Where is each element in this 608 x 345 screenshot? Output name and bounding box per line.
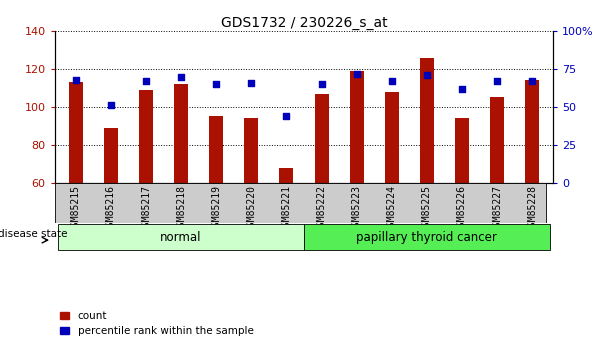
Point (246, 80, 256, 86)
Bar (304, 224, 550, 250)
Point (422, 72, 432, 78)
Text: normal: normal (161, 231, 202, 244)
Bar (244, 118, 258, 183)
Bar (455, 118, 469, 183)
Bar (350, 71, 364, 183)
Point (212, 81, 221, 87)
Text: GSM85217: GSM85217 (141, 185, 151, 232)
Point (141, 78, 151, 84)
Text: GSM85215: GSM85215 (71, 185, 81, 232)
Text: GSM85228: GSM85228 (527, 185, 537, 232)
Text: disease state: disease state (0, 229, 67, 239)
Text: papillary thyroid cancer: papillary thyroid cancer (356, 231, 497, 244)
Point (457, 86, 467, 91)
Bar (58, 224, 304, 250)
Title: GDS1732 / 230226_s_at: GDS1732 / 230226_s_at (221, 16, 387, 30)
Text: GSM85216: GSM85216 (106, 185, 116, 232)
Point (387, 78, 396, 84)
Point (527, 78, 537, 84)
Bar (314, 94, 328, 183)
Text: GSM85225: GSM85225 (422, 185, 432, 232)
Text: GSM85226: GSM85226 (457, 185, 467, 232)
Text: GSM85223: GSM85223 (351, 185, 362, 232)
Legend: count, percentile rank within the sample: count, percentile rank within the sample (60, 311, 254, 336)
Bar (104, 128, 118, 183)
Point (106, 103, 116, 108)
Point (317, 81, 326, 87)
Point (282, 113, 291, 119)
Point (352, 71, 362, 76)
Text: GSM85227: GSM85227 (492, 185, 502, 232)
Text: GSM85222: GSM85222 (317, 185, 326, 232)
Bar (69, 82, 83, 183)
Point (176, 74, 186, 79)
Bar (209, 117, 223, 183)
Point (492, 78, 502, 84)
Bar (139, 90, 153, 183)
Text: GSM85218: GSM85218 (176, 185, 186, 232)
Text: GSM85220: GSM85220 (246, 185, 257, 232)
Text: GSM85221: GSM85221 (282, 185, 291, 232)
Bar (174, 84, 188, 183)
Bar (385, 92, 399, 183)
Bar (280, 168, 294, 183)
Text: GSM85224: GSM85224 (387, 185, 397, 232)
Bar (420, 58, 434, 183)
Text: GSM85219: GSM85219 (211, 185, 221, 232)
Bar (525, 80, 539, 183)
Bar (490, 98, 504, 183)
Point (71, 77, 81, 82)
